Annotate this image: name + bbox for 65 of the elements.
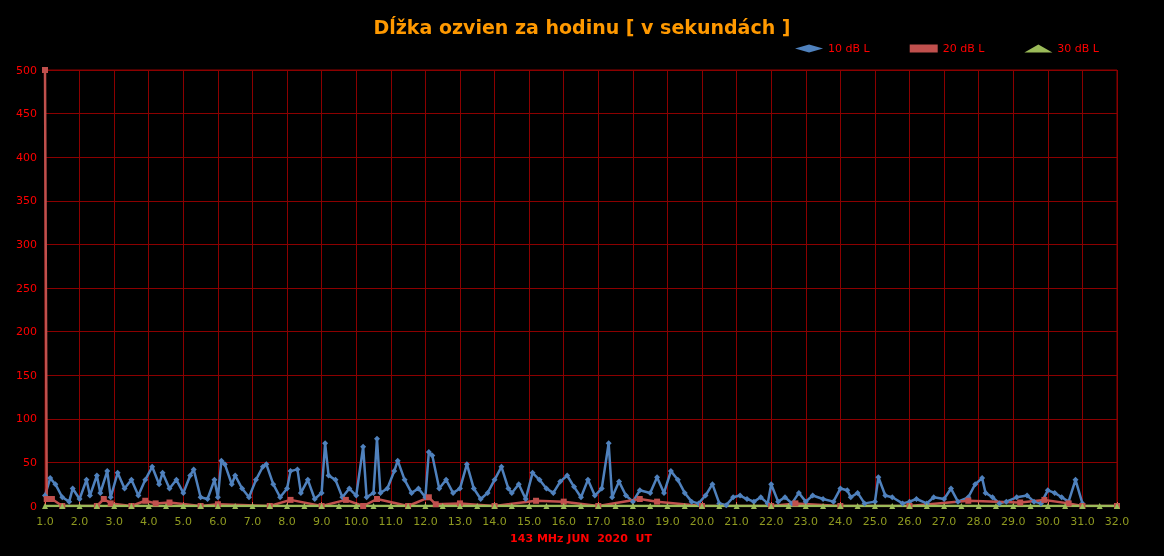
point <box>373 496 380 503</box>
y-tick-label: 400 <box>16 150 37 164</box>
x-tick-label: 6.0 <box>209 515 227 528</box>
x-tick-label: 22.0 <box>758 515 784 528</box>
point <box>533 497 540 504</box>
legend-label: 20 dB L <box>942 42 986 55</box>
x-tick-label: 8.0 <box>278 515 296 528</box>
y-tick-label: 250 <box>16 281 37 295</box>
point <box>107 500 114 507</box>
x-tick-label: 31.0 <box>1070 515 1095 528</box>
x-tick-label: 17.0 <box>586 515 611 528</box>
x-axis-title: 143 MHz JUN 2020 UT <box>510 532 653 545</box>
point <box>1041 496 1048 503</box>
x-tick-label: 18.0 <box>620 515 646 528</box>
x-tick-label: 9.0 <box>312 515 331 528</box>
point <box>152 500 159 507</box>
x-tick-label: 12.0 <box>413 515 438 528</box>
legend-label: 10 dB L <box>828 42 871 55</box>
y-tick-label: 100 <box>16 412 37 426</box>
chart-title: Dĺžka ozvien za hodinu [ v sekundách ] <box>373 15 791 38</box>
x-tick-label: 4.0 <box>139 515 158 528</box>
x-tick-label: 16.0 <box>551 515 576 528</box>
x-tick-label: 21.0 <box>724 515 749 528</box>
y-tick-label: 150 <box>16 368 37 382</box>
x-tick-label: 13.0 <box>447 515 473 528</box>
point <box>42 67 48 73</box>
x-tick-label: 14.0 <box>482 515 507 528</box>
point <box>166 499 173 506</box>
legend-label: 30 dB L <box>1057 42 1100 55</box>
y-tick-label: 300 <box>16 237 37 251</box>
point <box>654 498 661 505</box>
x-tick-label: 10.0 <box>343 515 369 528</box>
point <box>1017 499 1024 506</box>
x-tick-label: 32.0 <box>1104 515 1130 528</box>
x-tick-label: 5.0 <box>174 515 193 528</box>
x-tick-label: 30.0 <box>1035 515 1061 528</box>
x-tick-label: 15.0 <box>516 515 542 528</box>
x-tick-label: 1.0 <box>36 515 54 528</box>
y-tick-label: 350 <box>16 194 37 208</box>
x-tick-label: 24.0 <box>828 515 853 528</box>
x-tick-label: 29.0 <box>1001 515 1026 528</box>
x-tick-label: 23.0 <box>793 515 819 528</box>
point <box>360 503 367 509</box>
y-tick-label: 450 <box>16 107 37 121</box>
point <box>48 496 55 503</box>
point <box>792 500 799 507</box>
y-tick-label: 200 <box>16 325 37 339</box>
point <box>636 496 643 503</box>
x-tick-label: 28.0 <box>966 515 991 528</box>
y-tick-label: 50 <box>23 455 37 469</box>
x-tick-label: 20.0 <box>689 515 715 528</box>
x-tick-label: 2.0 <box>70 515 89 528</box>
x-tick-label: 19.0 <box>655 515 680 528</box>
x-tick-label: 26.0 <box>897 515 922 528</box>
point <box>142 497 149 504</box>
x-tick-label: 11.0 <box>378 515 404 528</box>
y-tick-label: 500 <box>16 63 37 77</box>
point <box>432 501 439 508</box>
y-tick-label: 0 <box>30 499 37 513</box>
point <box>100 496 107 503</box>
x-tick-label: 7.0 <box>243 515 262 528</box>
point <box>287 496 294 503</box>
x-tick-label: 25.0 <box>862 515 888 528</box>
x-tick-label: 27.0 <box>931 515 957 528</box>
x-tick-label: 3.0 <box>105 515 123 528</box>
